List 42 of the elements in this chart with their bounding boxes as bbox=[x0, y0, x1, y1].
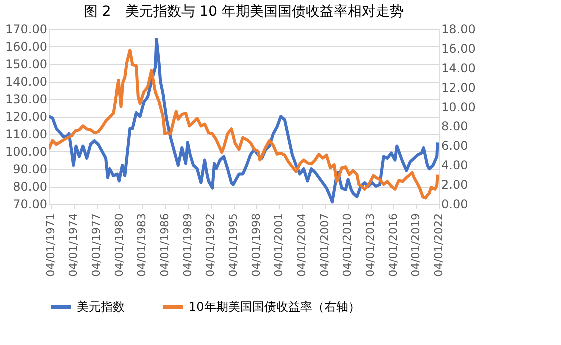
y-tick-label: 120.00 bbox=[6, 110, 48, 124]
y-tick-label: 130.00 bbox=[6, 92, 48, 106]
x-tick-label: 04/01/1986 bbox=[158, 214, 172, 277]
y-tick-label: 160.00 bbox=[6, 40, 48, 54]
x-tick-label: 04/01/1977 bbox=[90, 214, 104, 277]
y-tick-label: 90.00 bbox=[13, 162, 48, 176]
x-tick-label: 04/01/2001 bbox=[272, 214, 286, 277]
y2-tick-label: 8.00 bbox=[442, 120, 468, 134]
x-tick-label: 04/01/1983 bbox=[136, 214, 149, 277]
chart-title: 图 2 美元指数与 10 年期美国国债收益率相对走势 bbox=[84, 4, 404, 20]
x-tick-label: 04/01/1989 bbox=[181, 214, 194, 277]
x-tick-label: 04/01/2016 bbox=[386, 214, 400, 277]
y2-tick-label: 6.00 bbox=[442, 139, 468, 154]
legend-label: 美元指数 bbox=[77, 300, 125, 314]
x-tick-label: 04/01/1992 bbox=[204, 214, 218, 277]
x-tick-label: 04/01/1995 bbox=[227, 214, 240, 277]
y2-tick-label: 14.00 bbox=[442, 61, 476, 76]
y2-tick-label: 2.00 bbox=[442, 178, 468, 192]
x-tick-label: 04/01/2013 bbox=[364, 214, 378, 277]
y-tick-label: 150.00 bbox=[6, 58, 48, 72]
y-tick-label: 80.00 bbox=[13, 180, 48, 194]
x-tick-label: 04/01/2007 bbox=[318, 214, 332, 277]
y2-tick-label: 10.00 bbox=[442, 100, 476, 114]
x-tick-label: 04/01/2010 bbox=[341, 214, 354, 277]
y2-tick-label: 16.00 bbox=[442, 42, 476, 56]
y2-tick-label: 4.00 bbox=[442, 158, 468, 173]
y-tick-label: 170.00 bbox=[6, 22, 48, 36]
y2-tick-label: 12.00 bbox=[442, 80, 476, 95]
legend-label: 10年期美国国债收益率（右轴） bbox=[189, 300, 360, 314]
y2-tick-label: 0.00 bbox=[442, 198, 468, 212]
y-tick-label: 110.00 bbox=[6, 128, 48, 142]
x-tick-label: 04/01/2019 bbox=[410, 214, 423, 277]
x-tick-label: 04/01/1974 bbox=[67, 214, 80, 277]
x-tick-label: 04/01/1998 bbox=[250, 214, 263, 277]
x-tick-label: 04/01/1980 bbox=[112, 214, 126, 277]
y-tick-label: 140.00 bbox=[6, 75, 48, 89]
y2-tick-label: 18.00 bbox=[442, 22, 476, 36]
x-tick-label: 04/01/2022 bbox=[432, 214, 446, 277]
y-tick-label: 70.00 bbox=[13, 198, 48, 212]
x-tick-label: 04/01/2004 bbox=[296, 214, 309, 277]
x-tick-label: 04/01/1971 bbox=[44, 214, 58, 277]
y-tick-label: 100.00 bbox=[6, 145, 48, 159]
